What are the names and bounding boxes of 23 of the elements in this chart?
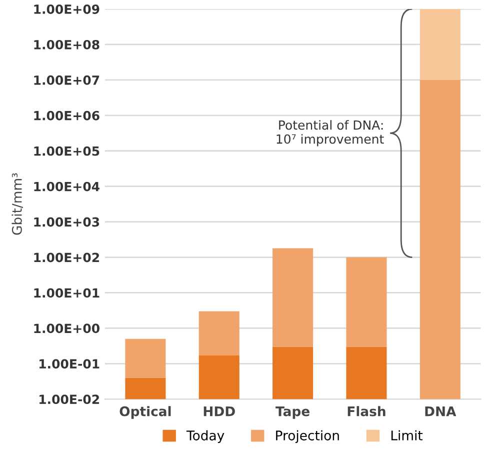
y-tick-label: 1.00E-02 [40, 394, 99, 404]
y-tick-label: 1.00E+07 [34, 75, 100, 85]
y-tick-label: 1.00E-01 [40, 359, 100, 369]
legend-label: Today [186, 430, 224, 443]
y-tick-label: 1.00E+06 [34, 110, 100, 120]
x-tick-label: DNA [425, 406, 456, 416]
y-tick-label: 1.00E+01 [34, 288, 100, 298]
y-tick-label: 1.00E+03 [34, 217, 100, 227]
y-axis-title: Gbit/mm³ [12, 173, 23, 235]
legend-label: Projection [276, 430, 339, 443]
x-tick-label: Tape [276, 406, 310, 419]
y-tick-label: 1.00E+05 [34, 146, 100, 156]
y-tick-label: 1.00E+04 [34, 182, 100, 192]
annotation: Potential of DNA: 10⁷ improvement [276, 120, 384, 146]
y-tick-label: 1.00E+00 [34, 324, 100, 334]
x-tick-label: HDD [204, 406, 235, 416]
y-tick-label: 1.00E+08 [34, 40, 100, 50]
y-tick-label: 1.00E+09 [34, 4, 100, 14]
bar [420, 9, 460, 80]
y-tick-label: 1.00E+02 [34, 252, 99, 262]
x-tick-label: Flash [348, 406, 386, 416]
legend-label: Limit [391, 430, 423, 440]
x-tick-label: Optical [120, 406, 171, 419]
